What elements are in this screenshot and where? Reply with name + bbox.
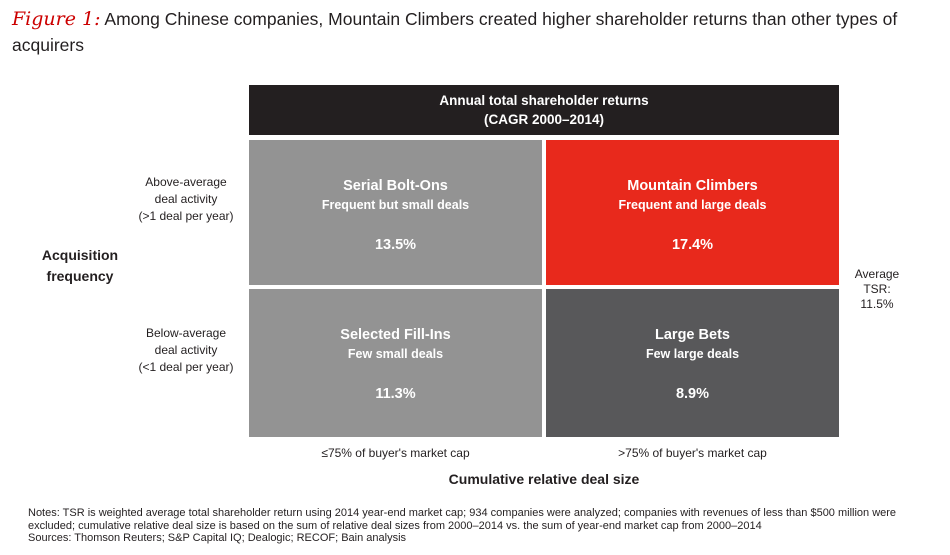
notes-block: Notes: TSR is weighted average total sha… xyxy=(28,507,940,545)
header-line-2: (CAGR 2000–2014) xyxy=(483,112,605,127)
row-label-line: (<1 deal per year) xyxy=(138,360,234,374)
column-label-small: ≤75% of buyer's market cap xyxy=(321,446,470,460)
average-line: Average xyxy=(854,267,900,281)
average-tsr-label: Average TSR: 11.5% xyxy=(843,267,911,312)
chart-header: Annual total shareholder returns (CAGR 2… xyxy=(249,85,839,135)
row-label-line: (>1 deal per year) xyxy=(138,209,234,223)
notes-text: Notes: TSR is weighted average total sha… xyxy=(28,507,897,532)
cell-large-bets: Large Bets Few large deals 8.9% xyxy=(546,289,839,437)
cell-desc: Frequent but small deals xyxy=(321,198,470,212)
y-axis-title: Acquisition frequency xyxy=(41,247,119,284)
cell-desc: Frequent and large deals xyxy=(618,198,767,212)
header-line-1: Annual total shareholder returns xyxy=(439,93,649,108)
figure-label: Figure 1: xyxy=(12,8,101,30)
row-label-line: Below-average xyxy=(145,326,227,340)
row-label-line: deal activity xyxy=(154,343,218,357)
cell-serial-bolt-ons: Serial Bolt-Ons Frequent but small deals… xyxy=(249,140,542,285)
cell-name: Serial Bolt-Ons xyxy=(343,178,448,194)
row-label-line: deal activity xyxy=(154,192,218,206)
cell-value: 13.5% xyxy=(374,237,417,253)
cell-name: Large Bets xyxy=(655,327,730,343)
cell-desc: Few small deals xyxy=(347,347,444,361)
average-value: 11.5% xyxy=(860,297,894,311)
cell-name: Selected Fill-Ins xyxy=(340,327,451,343)
cell-desc: Few large deals xyxy=(645,347,740,361)
row-label-below-average: Below-average deal activity (<1 deal per… xyxy=(128,325,244,376)
cell-value: 17.4% xyxy=(671,237,714,253)
row-label-above-average: Above-average deal activity (>1 deal per… xyxy=(128,174,244,225)
cell-value: 11.3% xyxy=(375,386,416,402)
x-axis-title: Cumulative relative deal size xyxy=(448,471,640,487)
figure-title: Figure 1: Among Chinese companies, Mount… xyxy=(12,6,937,58)
row-label-line: Above-average xyxy=(145,175,227,189)
cell-value: 8.9% xyxy=(675,386,710,402)
cell-selected-fill-ins: Selected Fill-Ins Few small deals 11.3% xyxy=(249,289,542,437)
figure-title-text: Among Chinese companies, Mountain Climbe… xyxy=(12,9,898,55)
cell-mountain-climbers: Mountain Climbers Frequent and large dea… xyxy=(546,140,839,285)
column-label-large: >75% of buyer's market cap xyxy=(618,446,767,460)
sources-text: Sources: Thomson Reuters; S&P Capital IQ… xyxy=(28,532,407,544)
average-line: TSR: xyxy=(863,282,891,296)
cell-name: Mountain Climbers xyxy=(627,178,758,194)
